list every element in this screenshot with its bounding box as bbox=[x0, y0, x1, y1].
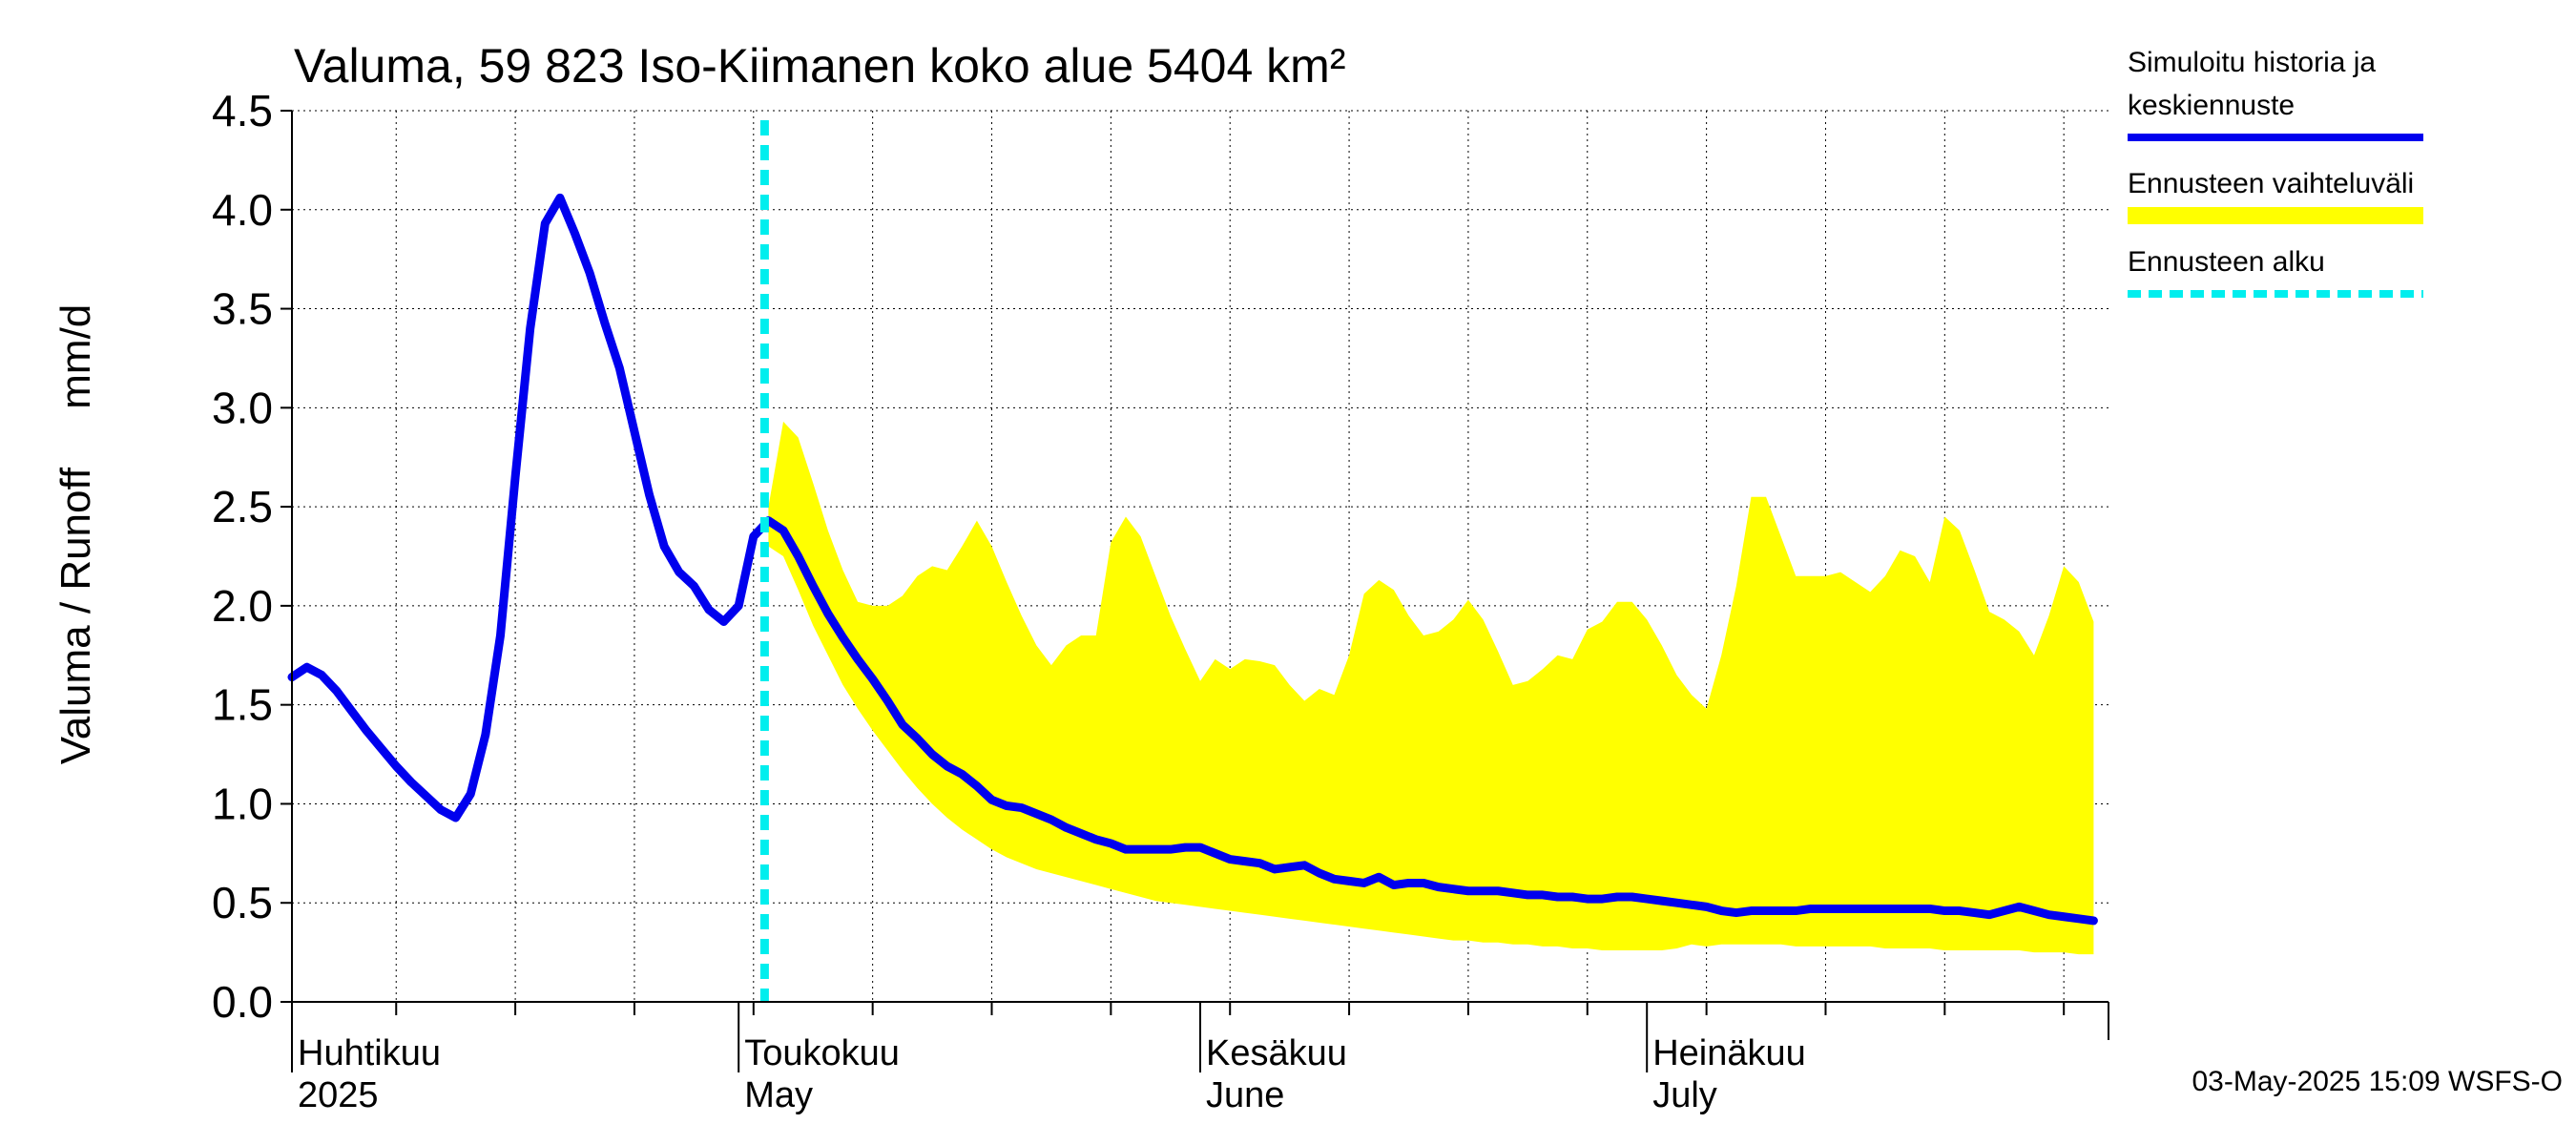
month-label-en: May bbox=[744, 1075, 813, 1115]
month-label-fi: Heinäkuu bbox=[1652, 1033, 1806, 1073]
month-label-fi: Huhtikuu bbox=[298, 1033, 441, 1073]
y-tick-label: 3.5 bbox=[212, 284, 273, 334]
legend: Simuloitu historia ja keskiennuste Ennuste… bbox=[2128, 47, 2423, 298]
y-tick-label: 2.5 bbox=[212, 482, 273, 531]
runoff-series-path bbox=[287, 193, 2098, 926]
simulated-runoff-line bbox=[287, 193, 2098, 926]
month-label-en: 2025 bbox=[298, 1075, 379, 1115]
y-tick-label: 4.0 bbox=[212, 185, 273, 235]
month-label-en: July bbox=[1652, 1075, 1717, 1115]
y-tick-label: 0.0 bbox=[212, 977, 273, 1027]
y-tick-label: 4.5 bbox=[212, 86, 273, 135]
legend-swatch-band bbox=[2128, 207, 2423, 224]
legend-label: Simuloitu historia ja bbox=[2128, 47, 2376, 78]
month-label-fi: Kesäkuu bbox=[1206, 1033, 1347, 1073]
legend-label: Ennusteen alku bbox=[2128, 246, 2325, 278]
y-tick-label: 2.0 bbox=[212, 581, 273, 631]
y-axis-ticks: 0.0 0.5 1.0 1.5 2.0 2.5 3.0 3.5 4.0 4.5 bbox=[212, 86, 292, 1027]
y-tick-label: 1.0 bbox=[212, 779, 273, 828]
chart-title: Valuma, 59 823 Iso-Kiimanen koko alue 54… bbox=[294, 39, 1345, 93]
timestamp: 03-May-2025 15:09 WSFS-O bbox=[2192, 1066, 2564, 1097]
legend-label: keskiennuste bbox=[2128, 90, 2295, 121]
forecast-range-area bbox=[768, 421, 2094, 955]
y-axis-label: Valuma / Runoff mm/d bbox=[52, 304, 99, 765]
legend-label: Ennusteen vaihteluväli bbox=[2128, 168, 2414, 199]
month-label-en: June bbox=[1206, 1075, 1284, 1115]
month-label-fi: Toukokuu bbox=[744, 1033, 900, 1073]
forecast-range-band bbox=[768, 421, 2094, 955]
y-tick-label: 3.0 bbox=[212, 383, 273, 432]
y-tick-label: 0.5 bbox=[212, 878, 273, 927]
y-tick-label: 1.5 bbox=[212, 680, 273, 730]
